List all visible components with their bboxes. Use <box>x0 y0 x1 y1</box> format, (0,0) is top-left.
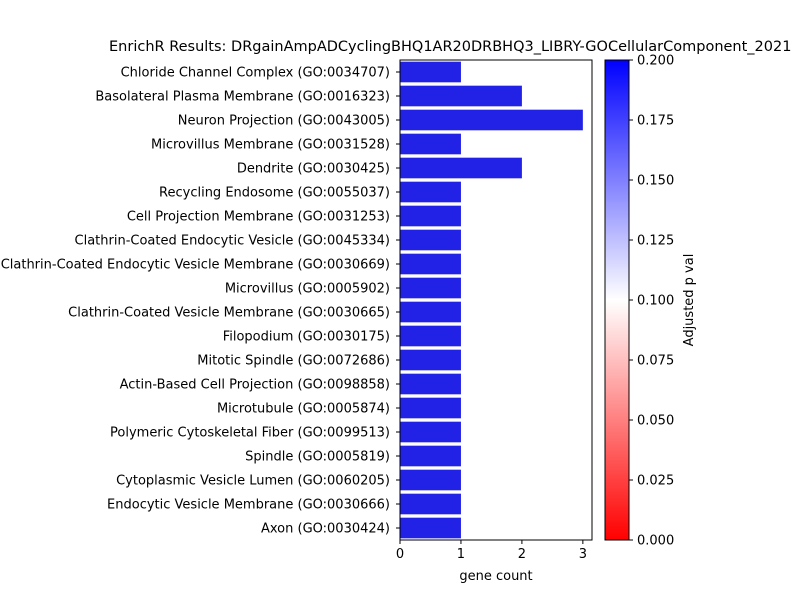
bar <box>400 445 461 467</box>
x-tick-label: 1 <box>457 547 465 562</box>
colorbar-tick-label: 0.125 <box>637 234 674 249</box>
category-label: Basolateral Plasma Membrane (GO:0016323) <box>95 90 390 105</box>
bar <box>400 253 461 275</box>
category-label: Clathrin-Coated Endocytic Vesicle Membra… <box>1 258 390 273</box>
colorbar-tick-label: 0.000 <box>637 534 674 549</box>
bar <box>400 133 461 155</box>
category-label: Microvillus Membrane (GO:0031528) <box>151 138 390 153</box>
bar <box>400 205 461 227</box>
x-axis: 0 1 2 3 <box>396 540 587 562</box>
bar <box>400 469 461 491</box>
colorbar-ticks: 0.000 0.025 0.050 0.075 0.100 0.125 0.150 0.175… <box>629 54 674 549</box>
bar <box>400 277 461 299</box>
category-label: Polymeric Cytoskeletal Fiber (GO:0099513… <box>110 426 390 441</box>
colorbar-tick-label: 0.075 <box>637 354 674 369</box>
category-label: Cell Projection Membrane (GO:0031253) <box>127 210 390 225</box>
category-label: Clathrin-Coated Endocytic Vesicle (GO:00… <box>75 234 391 249</box>
colorbar <box>604 59 630 541</box>
bar <box>400 157 522 179</box>
category-label: Actin-Based Cell Projection (GO:0098858) <box>120 378 390 393</box>
category-label: Microvillus (GO:0005902) <box>225 282 390 297</box>
x-tick-label: 0 <box>396 547 404 562</box>
category-label: Mitotic Spindle (GO:0072686) <box>197 354 390 369</box>
category-labels: Chloride Channel Complex (GO:0034707) Bas… <box>1 66 400 537</box>
x-tick-label: 2 <box>518 547 526 562</box>
colorbar-label: Adjusted p val <box>682 254 697 347</box>
bar <box>400 421 461 443</box>
category-label: Chloride Channel Complex (GO:0034707) <box>121 66 390 81</box>
colorbar-tick-label: 0.200 <box>637 54 674 69</box>
category-label: Clathrin-Coated Vesicle Membrane (GO:003… <box>68 306 390 321</box>
bar <box>400 301 461 323</box>
bar <box>400 61 461 83</box>
bar <box>400 373 461 395</box>
bar <box>400 85 522 107</box>
colorbar-tick-label: 0.025 <box>637 474 674 489</box>
category-label: Neuron Projection (GO:0043005) <box>178 114 390 129</box>
bars-group <box>400 61 583 539</box>
colorbar-tick-label: 0.175 <box>637 114 674 129</box>
colorbar-tick-label: 0.150 <box>637 174 674 189</box>
colorbar-tick-label: 0.050 <box>637 414 674 429</box>
bar <box>400 397 461 419</box>
category-label: Spindle (GO:0005819) <box>245 450 390 465</box>
category-label: Microtubule (GO:0005874) <box>217 402 390 417</box>
bar <box>400 493 461 515</box>
bar <box>400 229 461 251</box>
colorbar-tick-label: 0.100 <box>637 294 674 309</box>
category-label: Cytoplasmic Vesicle Lumen (GO:0060205) <box>116 474 390 489</box>
x-tick-label: 3 <box>579 547 587 562</box>
category-label: Recycling Endosome (GO:0055037) <box>159 186 390 201</box>
bar <box>400 181 461 203</box>
category-label: Axon (GO:0030424) <box>261 522 390 537</box>
category-label: Dendrite (GO:0030425) <box>237 162 390 177</box>
plot-frame <box>399 59 593 541</box>
bar <box>400 109 583 131</box>
category-label: Endocytic Vesicle Membrane (GO:0030666) <box>107 498 390 513</box>
x-axis-label: gene count <box>459 569 532 584</box>
bar <box>400 517 461 539</box>
bar <box>400 349 461 371</box>
category-label: Filopodium (GO:0030175) <box>223 330 390 345</box>
bar <box>400 325 461 347</box>
chart-title: EnrichR Results: DRgainAmpADCyclingBHQ1A… <box>109 39 791 55</box>
